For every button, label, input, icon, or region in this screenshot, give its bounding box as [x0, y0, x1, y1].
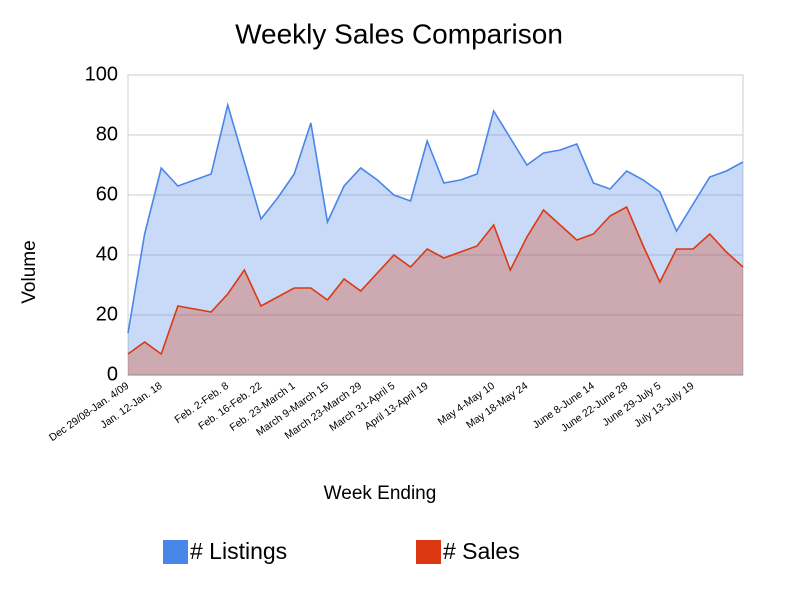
- y-tick-label: 80: [96, 123, 118, 145]
- area-fill: [128, 207, 743, 375]
- legend-label: # Listings: [190, 538, 287, 564]
- series-line: [127, 101, 744, 334]
- y-axis-label: Volume: [19, 240, 40, 303]
- y-tick-label: 0: [107, 363, 118, 385]
- y-tick-label: 60: [96, 183, 118, 205]
- y-tick-label: 20: [96, 303, 118, 325]
- legend-swatch: [416, 540, 441, 564]
- chart-title: Weekly Sales Comparison: [235, 18, 563, 49]
- x-axis-label: Week Ending: [324, 483, 437, 504]
- y-tick-label: 100: [85, 63, 118, 85]
- x-tick-label: July 13-July 19: [632, 380, 696, 430]
- y-tick-label: 40: [96, 243, 118, 265]
- series-line: [127, 205, 744, 356]
- legend-swatch: [163, 540, 188, 564]
- area-fill: [128, 105, 743, 375]
- legend-label: # Sales: [443, 538, 520, 564]
